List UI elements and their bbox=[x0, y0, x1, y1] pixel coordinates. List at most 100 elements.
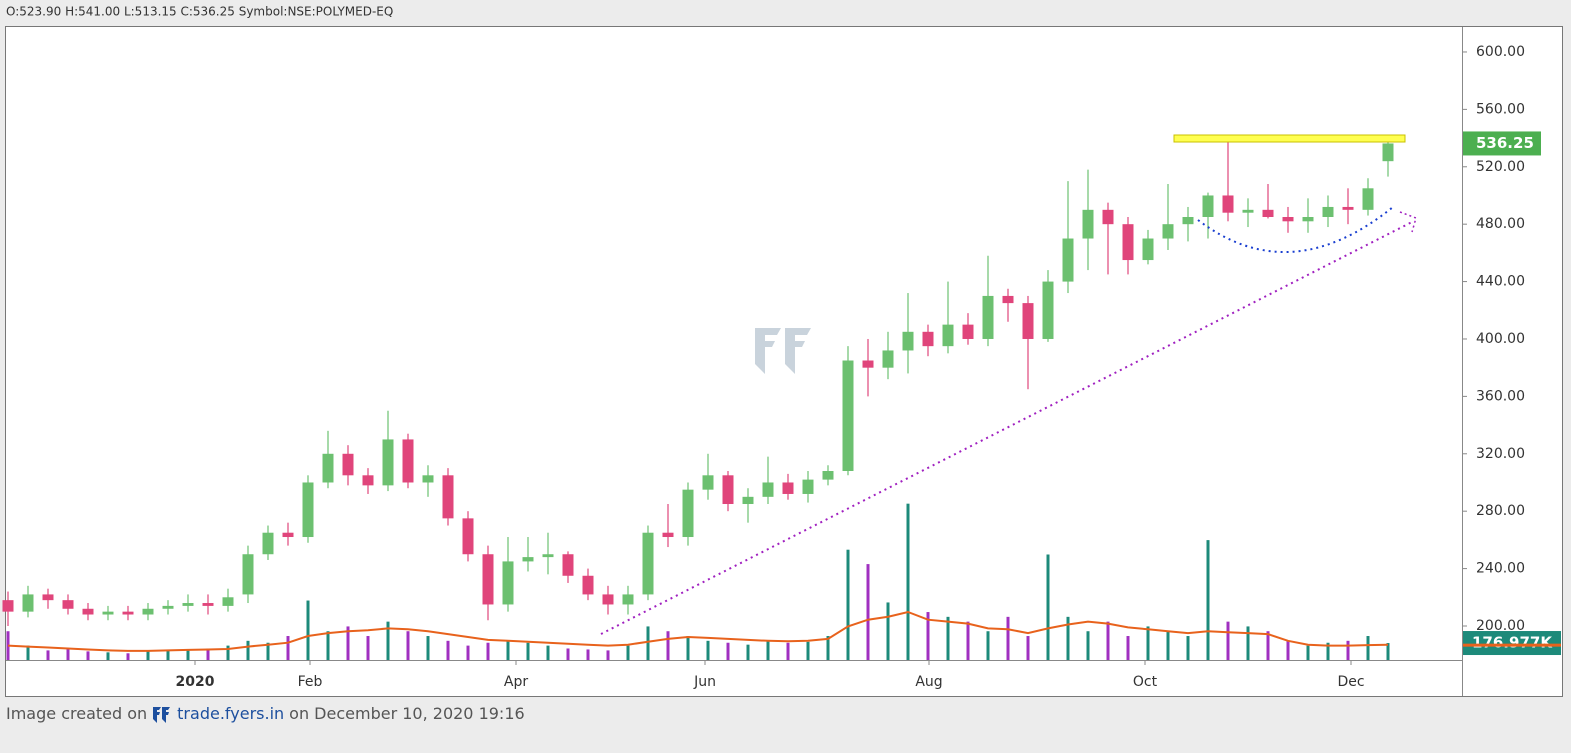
volume-bar bbox=[1306, 645, 1310, 660]
candle-body bbox=[142, 608, 154, 615]
candle-body bbox=[1322, 206, 1334, 218]
volume-bar bbox=[406, 631, 410, 660]
volume-bar bbox=[1046, 554, 1050, 660]
candle-body bbox=[1082, 209, 1094, 239]
volume-bar bbox=[706, 640, 710, 660]
volume-bar bbox=[86, 651, 90, 660]
candle-body bbox=[722, 475, 734, 505]
candle-body bbox=[62, 600, 74, 609]
y-tick-label: 560.00 bbox=[1476, 101, 1525, 117]
footer-site[interactable]: trade.fyers.in bbox=[177, 704, 285, 723]
x-tick-label: Oct bbox=[1133, 674, 1158, 690]
volume-bar bbox=[626, 645, 630, 660]
candle-body bbox=[662, 532, 674, 538]
volume-bar bbox=[206, 648, 210, 660]
candle-body bbox=[1122, 224, 1134, 261]
candle-body bbox=[562, 554, 574, 576]
fyers-logo bbox=[153, 706, 171, 723]
volume-bar bbox=[146, 651, 150, 660]
x-tick-label: Apr bbox=[504, 674, 528, 690]
candle-body bbox=[242, 554, 254, 595]
volume-bar bbox=[446, 640, 450, 660]
candle-body bbox=[582, 575, 594, 595]
footer: Image created on trade.fyers.in on Decem… bbox=[6, 704, 525, 723]
y-tick-label: 200.00 bbox=[1476, 618, 1525, 634]
last-price-label: 536.25 bbox=[1476, 134, 1534, 152]
candle-body bbox=[1102, 209, 1114, 225]
volume-bar bbox=[1246, 626, 1250, 660]
volume-bar bbox=[1086, 631, 1090, 660]
candle-body bbox=[462, 518, 474, 555]
ohlc-header: O:523.90 H:541.00 L:513.15 C:536.25 Symb… bbox=[6, 5, 393, 19]
volume-bar bbox=[746, 644, 750, 660]
volume-bar bbox=[926, 612, 930, 660]
volume-bar bbox=[506, 640, 510, 660]
volume-bar bbox=[1126, 636, 1130, 660]
x-tick-label: Jun bbox=[693, 674, 716, 690]
candle-body bbox=[1302, 217, 1314, 222]
volume-bar bbox=[1146, 626, 1150, 660]
y-tick-label: 600.00 bbox=[1476, 44, 1525, 60]
axes: 200.00 240.00 280.00 320.00 360.00 400.00 440.… bbox=[176, 44, 1561, 690]
volume-bar bbox=[586, 649, 590, 660]
volume-bar bbox=[686, 636, 690, 660]
candle-body bbox=[1062, 238, 1074, 282]
candle-body bbox=[682, 489, 694, 538]
volume-bar bbox=[846, 549, 850, 660]
volume-bar bbox=[726, 642, 730, 660]
candle-body bbox=[882, 350, 894, 368]
volume-bar bbox=[106, 652, 110, 660]
volume-bar bbox=[866, 564, 870, 660]
volume-bar bbox=[966, 621, 970, 660]
candle-body bbox=[122, 611, 134, 615]
candle-body bbox=[482, 554, 494, 605]
volume-bar bbox=[1326, 642, 1330, 660]
candle-body bbox=[962, 324, 974, 339]
chart-frame bbox=[5, 26, 1563, 697]
volume-bar bbox=[806, 641, 810, 660]
candle-body bbox=[502, 561, 514, 605]
volume-bar bbox=[366, 636, 370, 660]
candle-body bbox=[742, 496, 754, 505]
volume-bar bbox=[1066, 616, 1070, 660]
volume-bar bbox=[526, 642, 530, 660]
candle-body bbox=[862, 360, 874, 368]
candle-body bbox=[542, 554, 554, 558]
candle-body bbox=[782, 482, 794, 494]
y-tick-label: 520.00 bbox=[1476, 159, 1525, 175]
volume-bar bbox=[986, 631, 990, 660]
candle-body bbox=[22, 594, 34, 612]
volume-bar bbox=[1186, 636, 1190, 660]
volume-bar bbox=[126, 653, 130, 660]
volume-bar bbox=[426, 636, 430, 660]
volume-bar bbox=[826, 636, 830, 660]
candle-body bbox=[342, 453, 354, 476]
x-tick-label: Feb bbox=[298, 674, 323, 690]
x-tick-label: 2020 bbox=[176, 674, 215, 690]
volume-bar bbox=[346, 626, 350, 660]
volume-bar bbox=[886, 602, 890, 660]
volume-bar bbox=[1166, 631, 1170, 660]
last-volume-box bbox=[1463, 631, 1561, 656]
volume-bar bbox=[666, 631, 670, 660]
candle-body bbox=[1242, 209, 1254, 213]
plot bbox=[2, 135, 1394, 660]
candle-body bbox=[222, 597, 234, 606]
volume-bar bbox=[1266, 631, 1270, 660]
candle-body bbox=[702, 475, 714, 490]
candle-body bbox=[1262, 209, 1274, 218]
candle-body bbox=[522, 557, 534, 562]
volume-bar bbox=[1006, 616, 1010, 660]
candle-body bbox=[982, 295, 994, 339]
volume-bar bbox=[246, 640, 250, 660]
last-price-box bbox=[1463, 131, 1541, 156]
candle-body bbox=[642, 532, 654, 595]
candle-body bbox=[942, 324, 954, 347]
cup-curve bbox=[1197, 206, 1394, 253]
volume-bar bbox=[1206, 540, 1210, 660]
volume-bar bbox=[1226, 621, 1230, 660]
trend-arrow bbox=[1399, 211, 1417, 233]
candle-body bbox=[802, 479, 814, 494]
volume-bar bbox=[26, 645, 30, 660]
volume-bar bbox=[266, 642, 270, 660]
